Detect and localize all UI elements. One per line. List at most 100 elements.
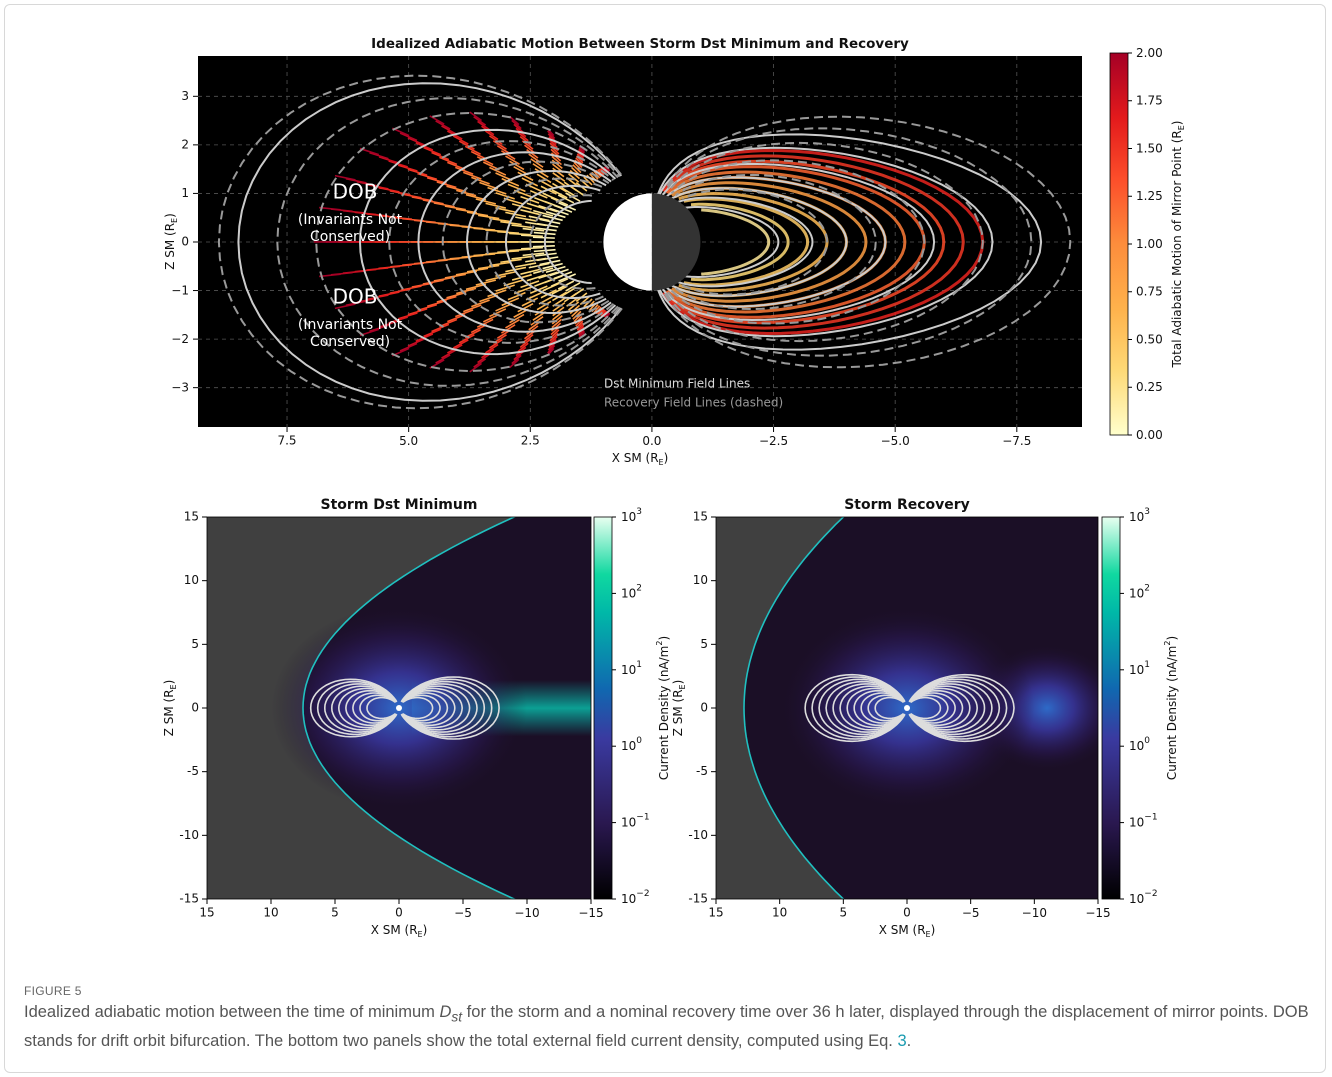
x-axis-label-end: ) <box>664 451 669 465</box>
y-axis-label-end: ) <box>163 213 177 218</box>
colorbar <box>1110 53 1128 435</box>
colorbar-tick-label: 0.25 <box>1136 380 1163 394</box>
y-tick-label: 3 <box>181 89 189 103</box>
colorbar-tick-label-exponent: 2 <box>1144 583 1150 593</box>
caption-part: . <box>907 1032 912 1050</box>
y-axis-label-end: ) <box>671 680 685 685</box>
y-axis-label: Z SM (RE) <box>163 213 180 270</box>
colorbar-tick-label-exponent: −1 <box>636 812 649 822</box>
x-tick-label: 5 <box>840 906 848 920</box>
colorbar-tick-label: 10−2 <box>1129 889 1158 906</box>
y-axis-label: Z SM (RE) <box>162 680 179 737</box>
y-tick-label: 10 <box>184 573 199 587</box>
colorbar-tick-label-text: 10 <box>1129 510 1144 524</box>
x-axis-label-text: X SM (R <box>879 923 926 937</box>
x-tick-label-text: 0.0 <box>642 434 661 448</box>
annotation-line: (Invariants Not <box>298 212 403 228</box>
colorbar-tick-label: 10−1 <box>1129 812 1158 829</box>
colorbar-tick-label-text: 10 <box>621 739 636 753</box>
y-tick-label: -10 <box>688 828 708 842</box>
colorbar-tick-label-text: 10 <box>621 892 636 906</box>
equation-link[interactable]: 3 <box>897 1032 906 1050</box>
legend-entry: Dst Minimum Field Lines <box>604 377 750 391</box>
colorbar-tick-label: 103 <box>1129 507 1150 524</box>
y-tick-label: -5 <box>696 764 708 778</box>
colorbar-tick-label-exponent: 0 <box>1144 736 1150 746</box>
mirror-motion <box>533 237 555 238</box>
colorbar-tick-label: 2.00 <box>1136 46 1163 60</box>
colorbar-tick-label-exponent: −1 <box>1144 812 1157 822</box>
colorbar-tick-label-text: 0.00 <box>1136 428 1163 442</box>
y-tick-label: −3 <box>171 380 189 394</box>
x-tick-label: 0 <box>903 906 911 920</box>
x-tick-label: −15 <box>578 906 603 920</box>
colorbar-label: Total Adiabatic Motion of Mirror Point (… <box>1170 121 1187 369</box>
x-tick-label: 0.0 <box>642 434 661 448</box>
colorbar-label-text: Current Density (nA/m <box>657 646 671 781</box>
caption-text: Idealized adiabatic motion between the t… <box>24 1000 1309 1053</box>
plot-title: Idealized Adiabatic Motion Between Storm… <box>371 36 909 52</box>
annotation-title: DOB <box>333 180 378 204</box>
colorbar-tick-label: 10−1 <box>621 812 650 829</box>
colorbar-tick-label: 101 <box>1129 659 1150 676</box>
earth <box>904 705 910 711</box>
colorbar-tick-label-text: 1.00 <box>1136 237 1163 251</box>
panel-plot <box>716 479 1148 937</box>
earth <box>396 705 402 711</box>
caption-part: Idealized adiabatic motion between the t… <box>24 1003 439 1021</box>
x-axis-label: X SM (RE) <box>371 923 428 940</box>
x-tick-label: 5 <box>331 906 339 920</box>
page: 7.55.02.50.0−2.5−5.0−7.53210−1−2−3DOB(In… <box>0 0 1332 1077</box>
y-tick-label: 15 <box>184 510 199 524</box>
y-tick-label: 15 <box>693 510 708 524</box>
y-axis-label-end: ) <box>162 680 176 685</box>
colorbar-tick-label: 102 <box>621 583 642 600</box>
caption-symbol: D <box>439 1003 451 1021</box>
colorbar-tick-label-text: 10 <box>1129 892 1144 906</box>
x-tick-label: −15 <box>1085 906 1110 920</box>
x-tick-label-text: −15 <box>1085 906 1110 920</box>
colorbar-tick-label: 1.25 <box>1136 189 1163 203</box>
colorbar-tick-label: 102 <box>1129 583 1150 600</box>
y-tick-label: -15 <box>688 892 708 906</box>
colorbar-tick-label-text: 10 <box>1129 662 1144 676</box>
annotation-line: Conserved) <box>310 229 390 245</box>
y-tick-label: 0 <box>181 234 189 248</box>
colorbar-tick-label-exponent: −2 <box>1144 889 1157 899</box>
y-axis-label-text: Z SM (R <box>671 689 685 736</box>
x-tick-label: 7.5 <box>277 434 296 448</box>
y-tick-label: 0 <box>700 701 708 715</box>
x-tick-label-text: 5.0 <box>399 434 418 448</box>
y-tick-label: −1 <box>171 283 189 297</box>
colorbar-tick-label-exponent: 1 <box>636 659 642 669</box>
y-axis-label-text: Z SM (R <box>162 689 176 736</box>
x-axis-label-text: X SM (R <box>371 923 418 937</box>
colorbar-tick-label-text: 10 <box>1129 586 1144 600</box>
y-tick-label: -5 <box>187 764 199 778</box>
colorbar-tick-label: 10−2 <box>621 889 650 906</box>
legend-entry: Recovery Field Lines (dashed) <box>604 396 783 410</box>
colorbar-tick-label-exponent: 0 <box>636 736 642 746</box>
colorbar-tick-label-exponent: 3 <box>636 507 642 517</box>
x-tick-label: 0 <box>395 906 403 920</box>
colorbar-tick-label-text: 10 <box>621 510 636 524</box>
colorbar <box>1102 517 1120 899</box>
annotation-line: Conserved) <box>310 334 390 350</box>
y-tick-label: 5 <box>191 637 199 651</box>
x-tick-label: −5.0 <box>881 434 910 448</box>
x-tick-label: 2.5 <box>521 434 540 448</box>
colorbar-tick-label-exponent: 1 <box>1144 659 1150 669</box>
colorbar-tick-label: 100 <box>621 736 642 753</box>
x-tick-label: −7.5 <box>1002 434 1031 448</box>
y-tick-label: 0 <box>191 701 199 715</box>
colorbar-label: Current Density (nA/m2) <box>655 636 671 780</box>
colorbar-label-text: Total Adiabatic Motion of Mirror Point (… <box>1170 130 1184 368</box>
x-tick-label: −2.5 <box>759 434 788 448</box>
colorbar-tick-label-text: 0.50 <box>1136 332 1163 346</box>
mirror-motion <box>521 235 543 236</box>
colorbar-tick-label-text: 10 <box>621 586 636 600</box>
y-tick-label-text: −3 <box>171 380 189 394</box>
x-tick-label-text: −5 <box>454 906 472 920</box>
colorbar-label-text: Current Density (nA/m <box>1165 646 1179 781</box>
x-axis-label-text: X SM (R <box>612 451 659 465</box>
